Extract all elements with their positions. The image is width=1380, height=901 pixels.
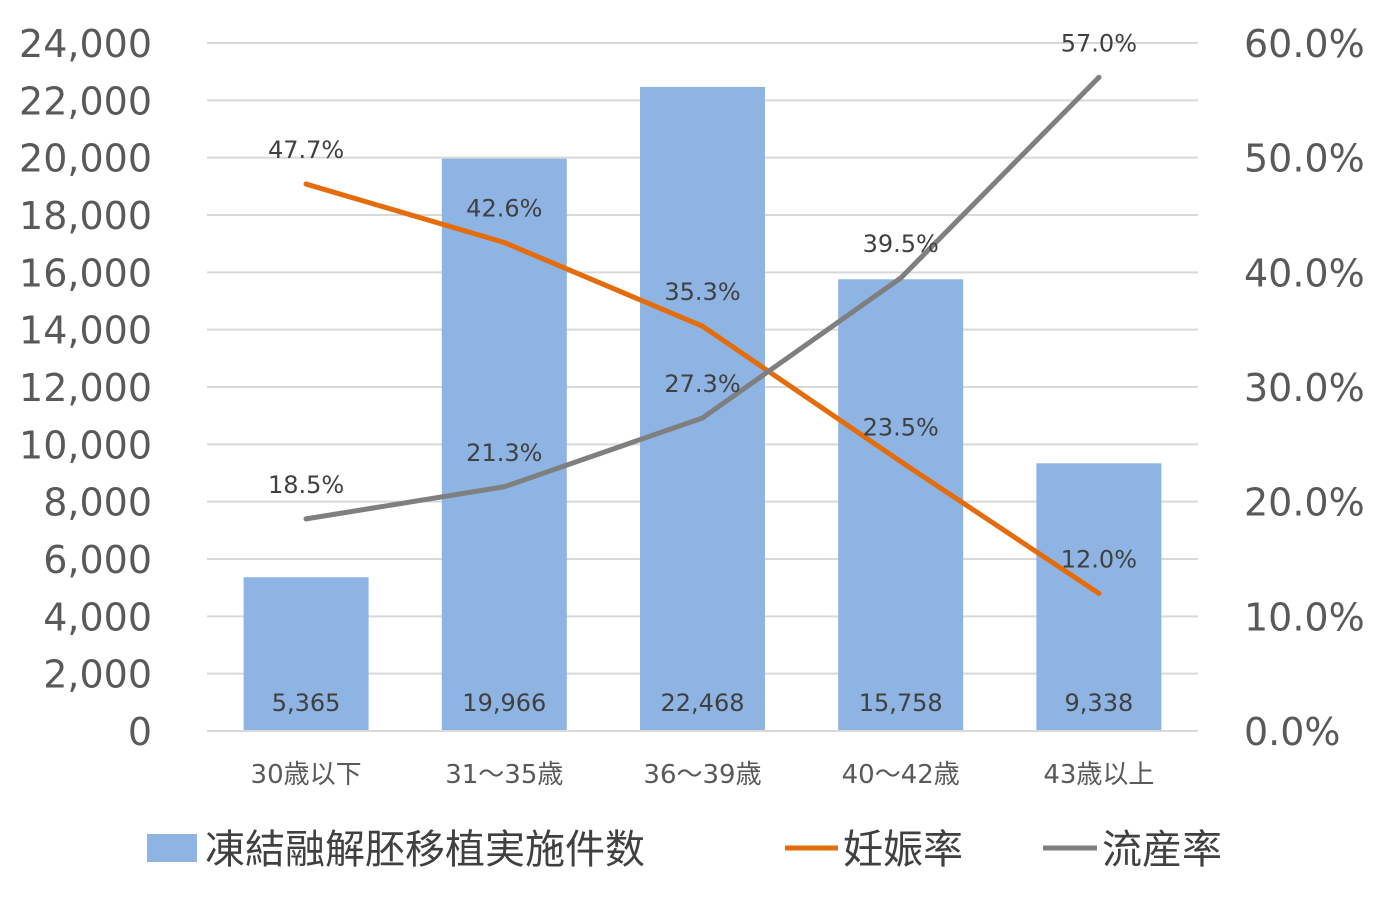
y-left-tick-label: 16,000 (19, 251, 152, 295)
y-right-tick-label: 20.0% (1244, 481, 1365, 525)
miscarriage-rate-point (898, 275, 904, 281)
pregnancy-rate-label: 35.3% (664, 278, 740, 306)
x-tick-label: 36～39歳 (643, 760, 761, 790)
y-left-tick-label: 2,000 (43, 653, 152, 697)
miscarriage-rate-point (303, 516, 309, 522)
miscarriage-rate-point (1096, 74, 1102, 80)
x-tick-label: 40～42歳 (842, 760, 960, 790)
y-left-tick-label: 12,000 (19, 366, 152, 410)
y-left-tick-label: 0 (128, 710, 152, 754)
pregnancy-rate-label: 42.6% (466, 195, 542, 223)
bar-value-label: 22,468 (661, 689, 745, 717)
legend-label-transfers: 凍結融解胚移植実施件数 (205, 827, 645, 873)
pregnancy-rate-point (501, 240, 507, 246)
x-tick-label: 31～35歳 (445, 760, 563, 790)
y-left-tick-label: 18,000 (19, 194, 152, 238)
y-right-tick-label: 60.0% (1244, 22, 1365, 66)
pregnancy-rate-point (1096, 590, 1102, 596)
legend-label-miscarriage: 流産率 (1102, 827, 1222, 873)
pregnancy-rate-point (303, 181, 309, 187)
y-right-tick-label: 10.0% (1244, 595, 1365, 639)
pregnancy-rate-label: 47.7% (268, 136, 344, 164)
bar (441, 158, 567, 731)
y-left-tick-label: 20,000 (19, 137, 152, 181)
bar (838, 279, 964, 731)
miscarriage-rate-label: 27.3% (664, 370, 740, 398)
pregnancy-rate-point (898, 459, 904, 465)
y-right-tick-label: 30.0% (1244, 366, 1365, 410)
bar-value-label: 9,338 (1065, 689, 1134, 717)
y-left-tick-label: 6,000 (43, 538, 152, 582)
legend-label-pregnancy: 妊娠率 (843, 827, 963, 873)
miscarriage-rate-label: 21.3% (466, 439, 542, 467)
legend-swatch-transfers (147, 834, 197, 862)
miscarriage-rate-label: 18.5% (268, 471, 344, 499)
miscarriage-rate-label: 57.0% (1061, 29, 1137, 57)
miscarriage-rate-point (501, 484, 507, 490)
y-right-tick-label: 50.0% (1244, 137, 1365, 181)
bar-value-label: 5,365 (272, 689, 341, 717)
miscarriage-rate-point (700, 415, 705, 421)
y-left-tick-label: 14,000 (19, 309, 152, 353)
y-left-tick-label: 22,000 (19, 79, 152, 123)
bar (640, 86, 765, 731)
pregnancy-rate-label: 23.5% (863, 414, 939, 442)
pregnancy-rate-label: 12.0% (1061, 545, 1137, 573)
bar-value-label: 19,966 (462, 689, 546, 717)
x-tick-label: 43歳以上 (1043, 760, 1154, 790)
x-tick-label: 30歳以下 (251, 760, 362, 790)
y-right-tick-label: 40.0% (1244, 251, 1365, 295)
pregnancy-rate-point (700, 323, 705, 329)
y-left-tick-label: 4,000 (43, 595, 152, 639)
bar-value-label: 15,758 (859, 689, 943, 717)
miscarriage-rate-label: 39.5% (863, 230, 939, 258)
y-right-tick-label: 0.0% (1244, 710, 1341, 754)
bar (243, 577, 369, 731)
bar (1036, 463, 1162, 731)
y-left-tick-label: 8,000 (43, 481, 152, 525)
y-left-tick-label: 24,000 (19, 22, 152, 66)
y-left-tick-label: 10,000 (19, 423, 152, 467)
